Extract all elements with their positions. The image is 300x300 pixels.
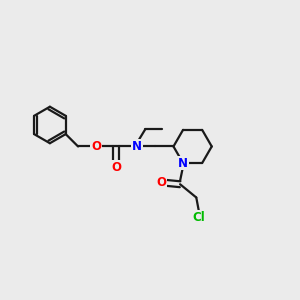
Text: N: N (132, 140, 142, 153)
Text: Cl: Cl (193, 211, 206, 224)
Text: O: O (111, 161, 121, 174)
Text: O: O (91, 140, 101, 153)
Text: N: N (178, 157, 188, 169)
Text: O: O (156, 176, 166, 189)
